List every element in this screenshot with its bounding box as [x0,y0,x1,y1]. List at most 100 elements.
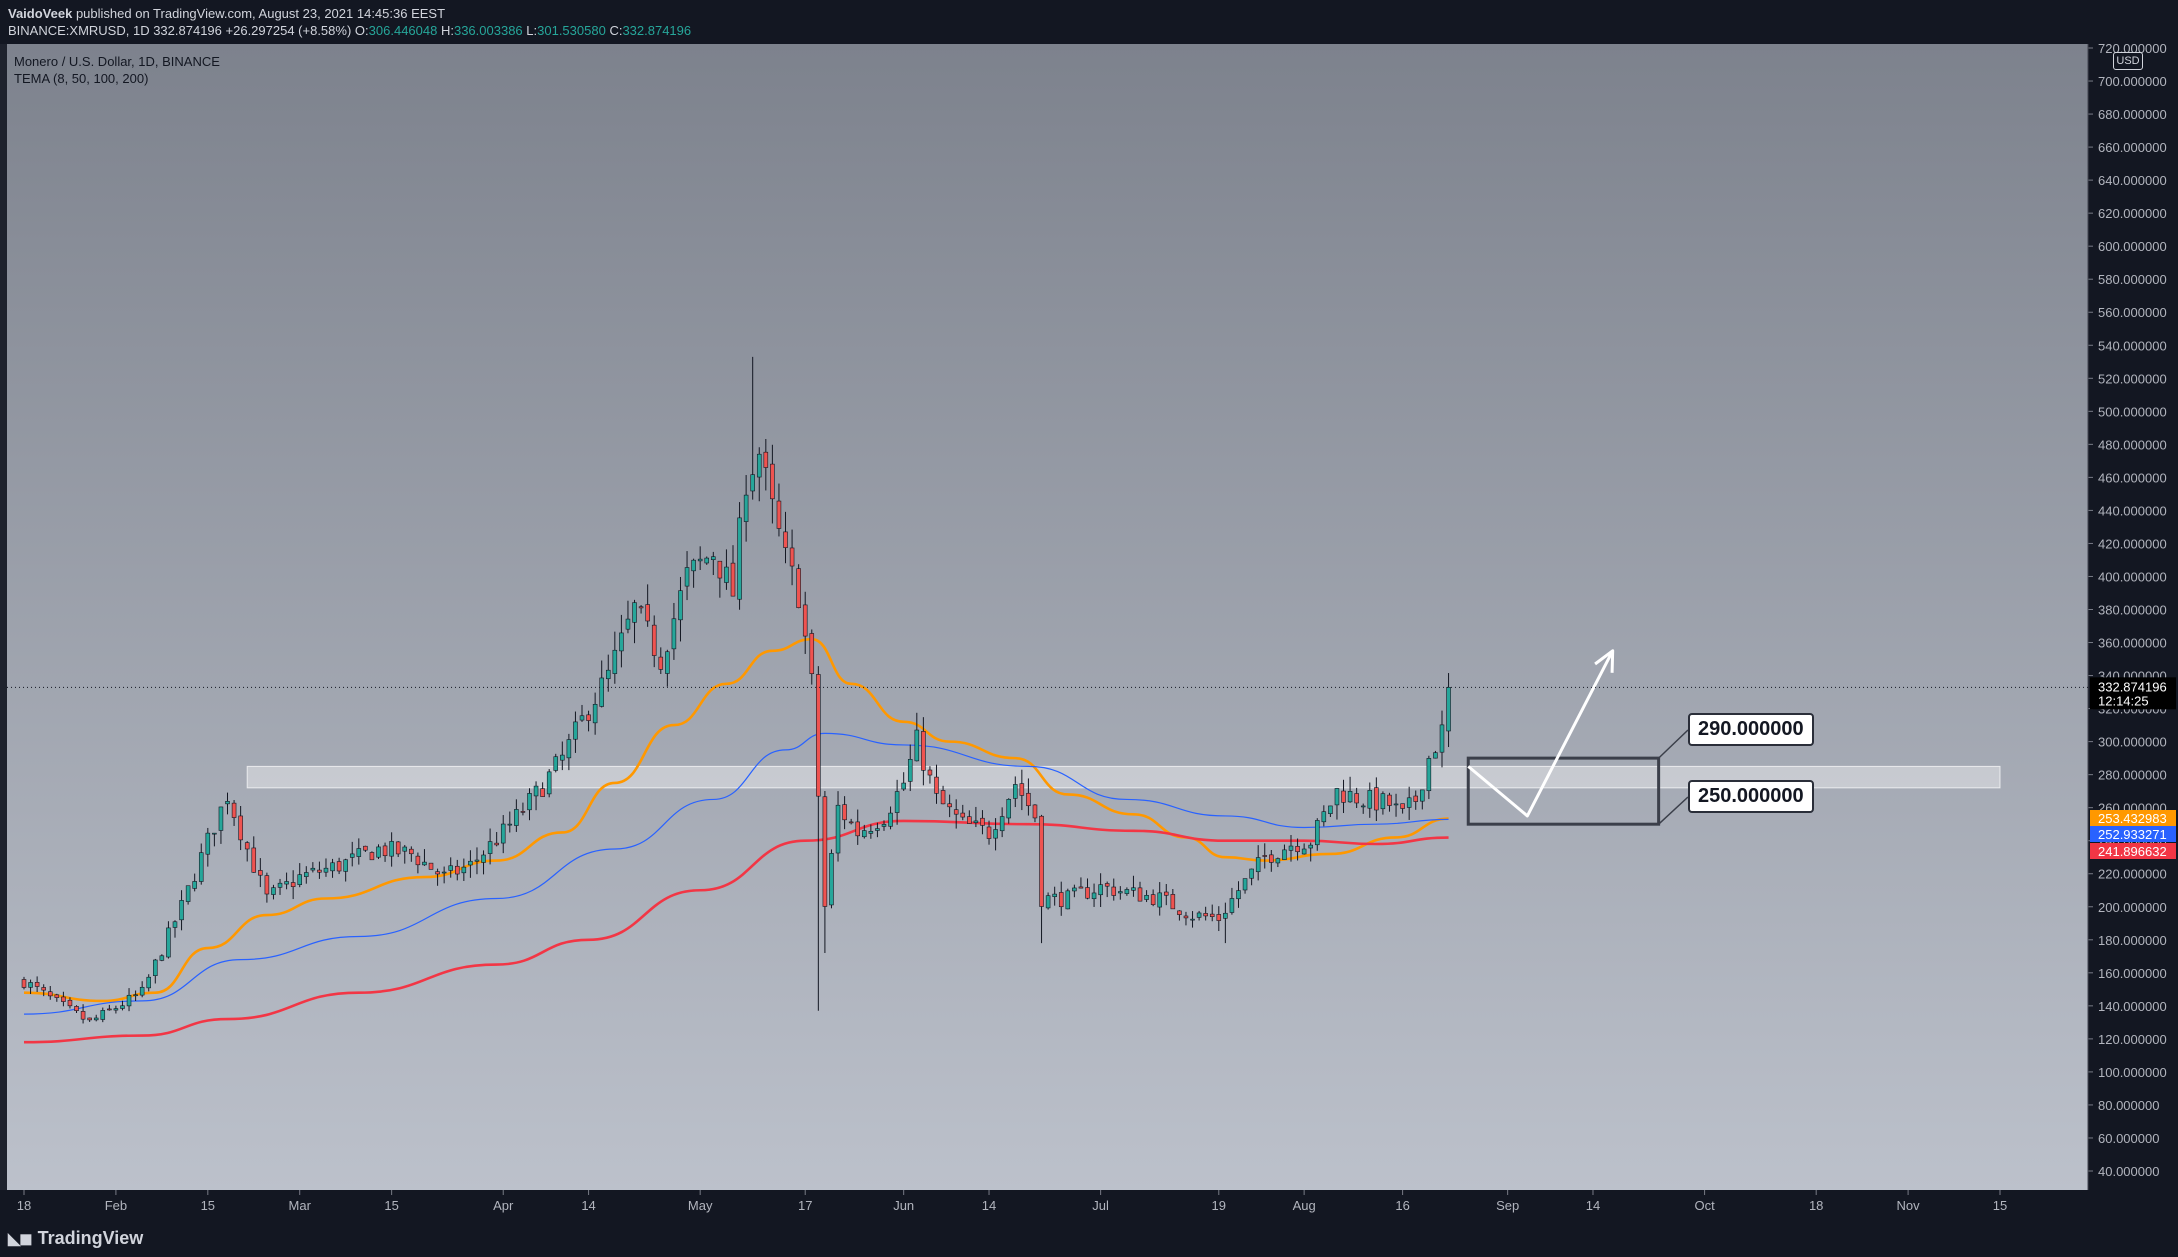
candle-body [500,823,506,844]
y-tick-label: 120.000000 [2098,1032,2167,1047]
y-tick-label: 140.000000 [2098,999,2167,1014]
candle-body [1013,784,1018,799]
y-tick-label: 600.000000 [2098,239,2167,254]
candle-body [960,812,966,818]
candle-body [376,846,381,858]
y-tick-label: 460.000000 [2098,470,2167,485]
candle-body [1288,845,1294,851]
candle-body [474,859,480,862]
author-name[interactable]: VaidoVeek [8,6,73,21]
price-chart[interactable]: 40.000000 60.000000 80.000000 100.000000 120… [0,44,2178,1220]
candle-body [829,853,834,906]
candle-body [1269,854,1274,863]
x-tick-label: Jul [1092,1198,1109,1213]
candle-body [61,996,66,1002]
x-tick-label: Jun [893,1198,914,1213]
legend-title: Monero / U.S. Dollar, 1D, BINANCE [14,54,220,69]
y-tick-label: 100.000000 [2098,1065,2167,1080]
candle-body [848,821,854,824]
x-tick-label: 18 [17,1198,31,1213]
candle-body [973,820,979,823]
candle-body [1019,783,1025,796]
candle-body [1085,887,1090,899]
legend-indicator[interactable]: TEMA (8, 50, 100, 200) [14,71,149,86]
candle-body [356,848,362,857]
candle-body [1072,887,1077,892]
candle-body [238,815,243,841]
candle-body [113,1008,119,1011]
candle-body [1406,797,1412,808]
x-tick-label: 17 [798,1198,812,1213]
candle-body [1301,848,1307,855]
symbol: BINANCE:XMRUSD, 1D [8,23,150,38]
plot-background [7,44,2088,1190]
candle-body [967,816,972,824]
candle-body [1190,918,1195,921]
candle-body [1439,724,1445,753]
candle-body [461,866,467,874]
y-tick-label: 660.000000 [2098,140,2167,155]
upper-level-callout[interactable]: 290.000000 [1688,713,1814,746]
x-tick-label: 14 [1586,1198,1600,1213]
x-tick-label: 15 [201,1198,215,1213]
moving-averages-layer [23,637,1449,1044]
candle-body [566,739,572,759]
candle-body [1144,895,1149,900]
candle-body [455,865,460,875]
y-tick-label: 220.000000 [2098,867,2167,882]
candle-body [632,602,637,623]
y-tick-label: 440.000000 [2098,503,2167,518]
candle-body [231,802,237,818]
candle-body [914,729,920,762]
candle-body [120,1005,125,1009]
candle-body [1183,915,1189,919]
brand-text: TradingView [37,1228,144,1248]
tradingview-logo[interactable]: ◣◼ TradingView [8,1228,143,1249]
candle-body [251,847,257,873]
candle-body [776,500,782,529]
x-tick-label: 16 [1395,1198,1409,1213]
target-box [1466,756,1661,826]
candle-body [1104,883,1110,887]
candle-body [599,677,604,707]
candle-body [1209,913,1215,917]
candle-body [1045,895,1051,909]
candle-body [1124,889,1130,894]
candle-body [409,848,414,855]
lower-level-callout[interactable]: 250.000000 [1688,780,1814,813]
candle-body [271,887,276,895]
candle-body [1380,793,1386,810]
candle-body [448,865,453,871]
candle-body [212,832,217,835]
candle-body [763,451,769,468]
candle-body [901,782,906,790]
candle-body [172,921,178,928]
candle-body [1006,799,1011,819]
candle-body [80,1011,86,1020]
candle-body [704,557,710,564]
candle-body [724,566,729,583]
candle-body [1229,898,1235,913]
candle-body [638,606,644,609]
change: +26.297254 (+8.58%) [225,23,352,38]
low-value: 301.530580 [537,23,606,38]
candle-body [198,852,204,882]
candle-body [1170,894,1176,910]
ema-price-label-bg [2090,826,2176,842]
candle-body [1341,790,1346,803]
candle-body [750,474,755,492]
candle-body [330,862,335,872]
published-line: VaidoVeek published on TradingView.com, … [8,6,445,21]
candle-body [953,809,959,815]
candle-body [74,1006,79,1011]
y-tick-label: 480.000000 [2098,437,2167,452]
y-tick-label: 400.000000 [2098,569,2167,584]
candle-body [1039,815,1044,907]
currency-badge[interactable]: USD [2113,52,2143,70]
candle-body [304,872,309,877]
candle-body [1347,791,1353,803]
candle-body [1295,846,1300,853]
candle-body [133,994,138,997]
candle-body [1321,811,1327,823]
ema-price-label: 241.896632 [2098,844,2167,859]
